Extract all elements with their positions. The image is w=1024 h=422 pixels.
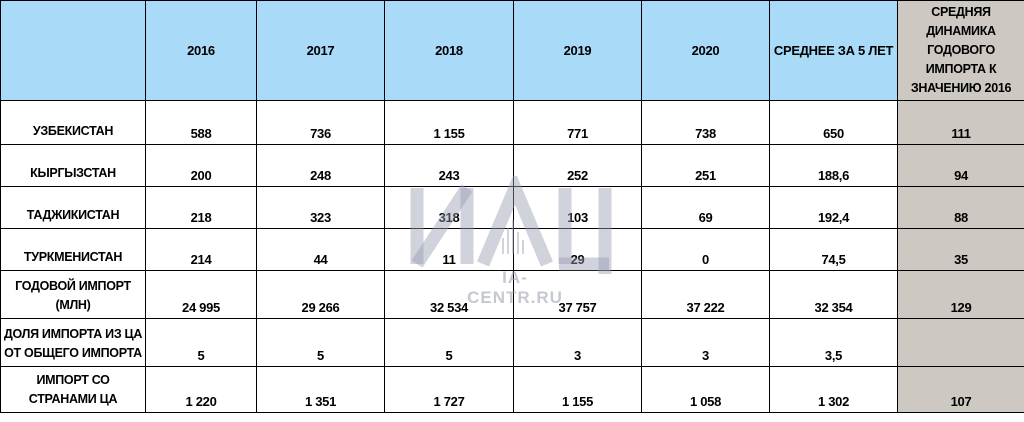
- table-cell: 103: [513, 186, 642, 229]
- table-cell: 248: [256, 144, 385, 187]
- table-row: УЗБЕКИСТАН 588 736 1 155 771 738 650 111: [0, 100, 1024, 145]
- table-cell-dynamics: 35: [897, 228, 1024, 271]
- table-cell: 1 727: [384, 366, 514, 413]
- table-row: ТАДЖИКИСТАН 218 323 318 103 69 192,4 88: [0, 186, 1024, 229]
- table-cell: 0: [641, 228, 770, 271]
- header-2017: 2017: [256, 0, 385, 101]
- table-cell-dynamics: 88: [897, 186, 1024, 229]
- table-cell-dynamics: [897, 318, 1024, 367]
- table-cell: 24 995: [145, 270, 257, 319]
- table-cell-dynamics: 107: [897, 366, 1024, 413]
- table-cell: 243: [384, 144, 514, 187]
- table-cell: 252: [513, 144, 642, 187]
- table-cell: 1 351: [256, 366, 385, 413]
- table-cell: 1 220: [145, 366, 257, 413]
- table-cell-dynamics: 111: [897, 100, 1024, 145]
- table-cell: 29 266: [256, 270, 385, 319]
- table-cell: 736: [256, 100, 385, 145]
- header-2016: 2016: [145, 0, 257, 101]
- table-cell: 1 155: [384, 100, 514, 145]
- table-row: КЫРГЫЗСТАН 200 248 243 252 251 188,6 94: [0, 144, 1024, 187]
- table-cell: 1 155: [513, 366, 642, 413]
- table-cell-dynamics: 94: [897, 144, 1024, 187]
- table-cell: 588: [145, 100, 257, 145]
- table-cell: 74,5: [769, 228, 898, 271]
- table-cell: 771: [513, 100, 642, 145]
- table-cell: 5: [384, 318, 514, 367]
- table-cell-dynamics: 129: [897, 270, 1024, 319]
- table-cell: 5: [145, 318, 257, 367]
- row-label: ДОЛЯ ИМПОРТА ИЗ ЦА ОТ ОБЩЕГО ИМПОРТА: [0, 318, 146, 367]
- table-row: ДОЛЯ ИМПОРТА ИЗ ЦА ОТ ОБЩЕГО ИМПОРТА 5 5…: [0, 318, 1024, 367]
- header-average-5-years: СРЕДНЕЕ ЗА 5 ЛЕТ: [769, 0, 898, 101]
- header-average-dynamics: СРЕДНЯЯ ДИНАМИКА ГОДОВОГО ИМПОРТА К ЗНАЧ…: [897, 0, 1024, 101]
- table-cell: 650: [769, 100, 898, 145]
- table-cell: 32 354: [769, 270, 898, 319]
- table-cell: 200: [145, 144, 257, 187]
- table-cell: 3,5: [769, 318, 898, 367]
- header-2020: 2020: [641, 0, 770, 101]
- row-label: ИМПОРТ СО СТРАНАМИ ЦА: [0, 366, 146, 413]
- table-cell: 29: [513, 228, 642, 271]
- row-label: УЗБЕКИСТАН: [0, 100, 146, 145]
- table-cell: 69: [641, 186, 770, 229]
- table-cell: 323: [256, 186, 385, 229]
- row-label: ГОДОВОЙ ИМПОРТ (МЛН): [0, 270, 146, 319]
- table-cell: 214: [145, 228, 257, 271]
- table-cell: 251: [641, 144, 770, 187]
- table-cell: 218: [145, 186, 257, 229]
- table-row: ГОДОВОЙ ИМПОРТ (МЛН) 24 995 29 266 32 53…: [0, 270, 1024, 319]
- table-row: ТУРКМЕНИСТАН 214 44 11 29 0 74,5 35: [0, 228, 1024, 271]
- row-label: ТУРКМЕНИСТАН: [0, 228, 146, 271]
- table-cell: 37 222: [641, 270, 770, 319]
- table-cell: 11: [384, 228, 514, 271]
- row-label: ТАДЖИКИСТАН: [0, 186, 146, 229]
- table-cell: 44: [256, 228, 385, 271]
- table-cell: 192,4: [769, 186, 898, 229]
- table-row: ИМПОРТ СО СТРАНАМИ ЦА 1 220 1 351 1 727 …: [0, 366, 1024, 413]
- table-cell: 738: [641, 100, 770, 145]
- import-table: 2016 2017 2018 2019 2020 СРЕДНЕЕ ЗА 5 ЛЕ…: [0, 0, 1024, 413]
- table-cell: 3: [641, 318, 770, 367]
- header-corner: [0, 0, 146, 101]
- table-cell: 318: [384, 186, 514, 229]
- table-cell: 5: [256, 318, 385, 367]
- table-cell: 188,6: [769, 144, 898, 187]
- header-row: 2016 2017 2018 2019 2020 СРЕДНЕЕ ЗА 5 ЛЕ…: [0, 0, 1024, 101]
- table-cell: 37 757: [513, 270, 642, 319]
- table-cell: 32 534: [384, 270, 514, 319]
- header-2019: 2019: [513, 0, 642, 101]
- table-cell: 1 302: [769, 366, 898, 413]
- row-label: КЫРГЫЗСТАН: [0, 144, 146, 187]
- table-cell: 3: [513, 318, 642, 367]
- table-cell: 1 058: [641, 366, 770, 413]
- header-2018: 2018: [384, 0, 514, 101]
